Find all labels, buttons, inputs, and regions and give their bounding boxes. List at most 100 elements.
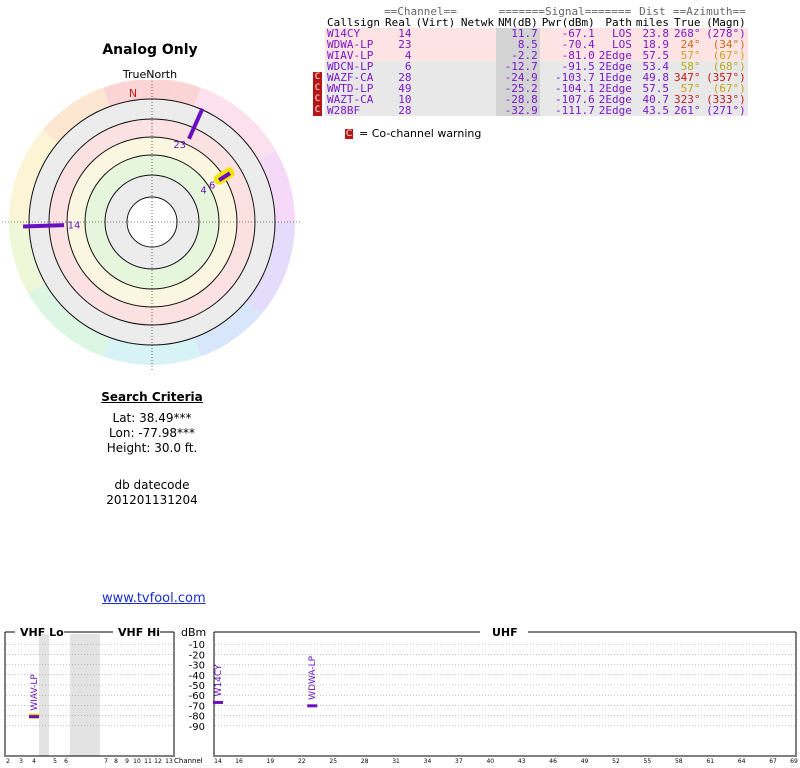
x-tick-label: 34 xyxy=(424,758,432,765)
tvfool-link[interactable]: www.tvfool.com xyxy=(102,591,206,606)
station-spoke xyxy=(23,223,65,229)
distance-cell: 49.8 xyxy=(633,72,671,83)
callsign-cell: W28BF xyxy=(325,105,382,116)
vhf-lo-gap-band xyxy=(39,634,49,756)
station-spoke-label: 6 xyxy=(209,180,215,191)
azimuth-true-cell: 24° xyxy=(670,39,703,50)
height-text: Height: 30.0 ft. xyxy=(106,441,198,455)
real-channel-cell: 28 xyxy=(381,72,414,83)
x-tick-label: 9 xyxy=(125,758,129,765)
true-north-label: TrueNorth xyxy=(122,68,178,81)
power-dbm-cell: -104.1 xyxy=(539,83,597,94)
y-tick-label: -10 xyxy=(189,640,205,651)
x-tick-label: 55 xyxy=(644,758,652,765)
nm-db-cell: 11.7 xyxy=(495,28,540,39)
x-tick-label: 6 xyxy=(64,758,68,765)
signal-group-header: =======Signal======= xyxy=(498,5,632,18)
signal-bar xyxy=(213,700,223,704)
search-criteria-heading: Search Criteria xyxy=(101,390,203,404)
station-spoke xyxy=(187,107,205,140)
network-cell xyxy=(458,50,496,61)
polar-station-spokes: 23 4 6 14 xyxy=(23,107,235,232)
cochannel-warning-icon: C xyxy=(313,83,322,94)
real-channel-cell: 10 xyxy=(381,94,414,105)
col-real: Real xyxy=(385,16,412,29)
callsign-cell: WAZF-CA xyxy=(325,72,382,83)
nm-db-cell: -12.7 xyxy=(495,61,540,72)
network-cell xyxy=(458,28,496,39)
x-tick-label: 31 xyxy=(392,758,400,765)
power-dbm-cell: -103.7 xyxy=(539,72,597,83)
x-tick-label: 11 xyxy=(144,758,152,765)
y-tick-label: -40 xyxy=(189,671,205,682)
virtual-channel-cell xyxy=(413,50,459,61)
x-tick-label: 37 xyxy=(455,758,463,765)
azimuth-true-cell: 347° xyxy=(670,72,703,83)
y-tick-label: -20 xyxy=(189,650,205,661)
x-tick-label: 19 xyxy=(267,758,275,765)
distance-cell: 57.5 xyxy=(633,50,671,61)
network-cell xyxy=(458,61,496,72)
callsign-cell: WAZT-CA xyxy=(325,94,382,105)
cochannel-warning-icon: C xyxy=(313,105,322,116)
cochannel-legend: C = Co-channel warning xyxy=(345,127,481,140)
azimuth-true-cell: 57° xyxy=(670,50,703,61)
x-tick-label: 58 xyxy=(675,758,683,765)
path-cell: 2Edge xyxy=(596,93,634,106)
distance-cell: 53.4 xyxy=(633,61,671,72)
virtual-channel-cell xyxy=(413,39,459,50)
network-cell xyxy=(458,39,496,50)
polar-rings xyxy=(2,80,302,372)
path-cell: LOS xyxy=(596,39,634,50)
power-dbm-cell: -67.1 xyxy=(539,28,597,39)
spectrum-bars: WIAV-LP W14CY WDWA-LP xyxy=(29,655,318,719)
azimuth-magnetic-cell: (333°) xyxy=(702,94,748,105)
azimuth-true-cell: 261° xyxy=(670,105,703,116)
station-row[interactable]: WDCN-LP 6 -12.7 -91.5 2Edge 53.4 58° (68°) xyxy=(325,61,748,72)
callsign-cell: W14CY xyxy=(325,28,382,39)
y-tick-label: -80 xyxy=(189,712,205,723)
x-tick-label: 64 xyxy=(738,758,746,765)
virtual-channel-cell xyxy=(413,94,459,105)
vhf-lo-label: VHF Lo xyxy=(20,626,64,639)
dist-group-header: Dist xyxy=(639,5,666,18)
azimuth-true-cell: 58° xyxy=(670,61,703,72)
vhf-hi-label: VHF Hi xyxy=(118,626,160,639)
uhf-label: UHF xyxy=(492,626,518,639)
station-row[interactable]: WAZF-CA 28 -24.9 -103.7 1Edge 49.8 347° (357°) xyxy=(325,72,748,83)
power-dbm-cell: -70.4 xyxy=(539,39,597,50)
distance-cell: 57.5 xyxy=(633,83,671,94)
station-spoke-label: 14 xyxy=(68,221,81,232)
station-spoke-label: 23 xyxy=(173,140,186,151)
station-row[interactable]: W28BF 28 -32.9 -111.7 2Edge 43.5 261° (271°) xyxy=(325,105,748,116)
station-row[interactable]: WAZT-CA 10 -28.8 -107.6 2Edge 40.7 323° (333°) xyxy=(325,94,748,105)
network-cell xyxy=(458,94,496,105)
col-true: True xyxy=(674,16,701,29)
station-table: ==Channel== =======Signal======= Dist ==… xyxy=(313,5,748,116)
path-cell: 2Edge xyxy=(596,60,634,73)
db-datecode-label: db datecode xyxy=(114,478,190,492)
y-tick-label: -70 xyxy=(189,701,205,712)
path-cell: 2Edge xyxy=(596,82,634,95)
y-tick-label: -90 xyxy=(189,722,205,733)
x-tick-label: 14 xyxy=(214,758,222,765)
virtual-channel-cell xyxy=(413,83,459,94)
nm-db-cell: 8.5 xyxy=(495,39,540,50)
distance-cell: 40.7 xyxy=(633,94,671,105)
station-row[interactable]: WDWA-LP 23 8.5 -70.4 LOS 18.9 24° (34°) xyxy=(325,39,748,50)
col-netwk: Netwk xyxy=(460,16,494,29)
path-cell: 2Edge xyxy=(596,104,634,117)
station-row[interactable]: W14CY 14 11.7 -67.1 LOS 23.8 268° (278°) xyxy=(325,28,748,39)
network-cell xyxy=(458,72,496,83)
cochannel-legend-text: = Co-channel warning xyxy=(359,127,482,140)
x-tick-label: 13 xyxy=(165,758,173,765)
power-dbm-cell: -91.5 xyxy=(539,61,597,72)
real-channel-cell: 28 xyxy=(381,105,414,116)
real-channel-cell: 14 xyxy=(381,28,414,39)
station-row[interactable]: WWTD-LP 49 -25.2 -104.1 2Edge 57.5 57° (67°) xyxy=(325,83,748,94)
station-row[interactable]: WIAV-LP 4 -2.2 -81.0 2Edge 57.5 57° (67°) xyxy=(325,50,748,61)
azimuth-true-cell: 57° xyxy=(670,83,703,94)
power-dbm-cell: -111.7 xyxy=(539,105,597,116)
x-tick-label: 25 xyxy=(329,758,337,765)
nm-db-cell: -25.2 xyxy=(495,83,540,94)
